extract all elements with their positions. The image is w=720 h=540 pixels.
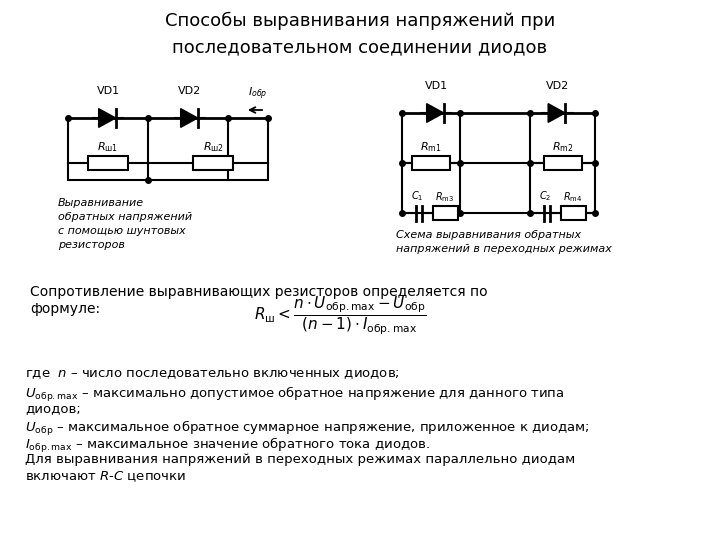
Text: VD1: VD1	[96, 86, 120, 96]
Text: Сопротивление выравнивающих резисторов определяется по: Сопротивление выравнивающих резисторов о…	[30, 285, 487, 299]
Text: $R_{\rm ш1}$: $R_{\rm ш1}$	[97, 140, 119, 154]
Polygon shape	[548, 104, 565, 123]
Polygon shape	[427, 104, 444, 123]
Text: Способы выравнивания напряжений при: Способы выравнивания напряжений при	[165, 12, 555, 30]
Text: Схема выравнивания обратных: Схема выравнивания обратных	[396, 230, 581, 240]
Polygon shape	[99, 109, 116, 127]
Text: $R_{\rm ш} < \dfrac{n \cdot U_{\rm обр.max} - U_{\rm обр}}{(n-1) \cdot I_{\rm об: $R_{\rm ш} < \dfrac{n \cdot U_{\rm обр.m…	[253, 295, 426, 337]
Text: напряжений в переходных режимах: напряжений в переходных режимах	[396, 244, 612, 254]
Text: VD2: VD2	[179, 86, 202, 96]
Text: $U_{\rm обр}$ – максимальное обратное суммарное напряжение, приложенное к диодам: $U_{\rm обр}$ – максимальное обратное су…	[25, 419, 590, 438]
Bar	[544, 156, 582, 170]
Text: $I_{обр}$: $I_{обр}$	[248, 86, 268, 102]
Text: $I_{\rm обр.max}$ – максимальное значение обратного тока диодов.: $I_{\rm обр.max}$ – максимальное значени…	[25, 436, 430, 455]
Text: формуле:: формуле:	[30, 302, 100, 316]
Text: с помощью шунтовых: с помощью шунтовых	[58, 226, 186, 236]
Text: Выравнивание: Выравнивание	[58, 198, 144, 208]
Polygon shape	[181, 109, 198, 127]
Text: VD2: VD2	[546, 81, 569, 91]
Bar	[560, 206, 585, 220]
Text: последовательном соединении диодов: последовательном соединении диодов	[172, 38, 548, 56]
Text: Для выравнивания напряжений в переходных режимах параллельно диодам: Для выравнивания напряжений в переходных…	[25, 453, 575, 466]
Text: $C_2$: $C_2$	[539, 189, 552, 203]
Text: обратных напряжений: обратных напряжений	[58, 212, 192, 222]
Text: $C_1$: $C_1$	[411, 189, 423, 203]
Bar	[412, 156, 450, 170]
Text: $R_{\rm ш2}$: $R_{\rm ш2}$	[202, 140, 223, 154]
Text: $R_{\rm m4}$: $R_{\rm m4}$	[563, 190, 582, 204]
Bar	[193, 156, 233, 170]
Text: где  $n$ – число последовательно включенных диодов;: где $n$ – число последовательно включенн…	[25, 368, 400, 381]
Text: включают $R$-$C$ цепочки: включают $R$-$C$ цепочки	[25, 470, 186, 484]
Text: $R_{\rm m2}$: $R_{\rm m2}$	[552, 140, 573, 154]
Text: диодов;: диодов;	[25, 402, 81, 415]
Text: VD1: VD1	[424, 81, 448, 91]
Bar	[88, 156, 128, 170]
Text: $U_{\rm обр.max}$ – максимально допустимое обратное напряжение для данного типа: $U_{\rm обр.max}$ – максимально допустим…	[25, 385, 564, 404]
Text: $R_{\rm m1}$: $R_{\rm m1}$	[420, 140, 442, 154]
Text: резисторов: резисторов	[58, 240, 125, 250]
Bar	[433, 206, 457, 220]
Text: $R_{\rm m3}$: $R_{\rm m3}$	[436, 190, 454, 204]
